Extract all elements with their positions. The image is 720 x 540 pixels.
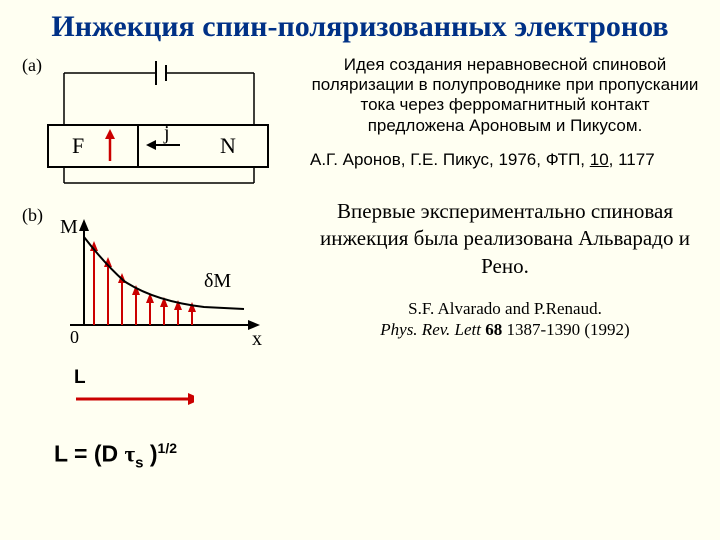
diagram-a-F: F xyxy=(72,133,84,158)
formula-L: L = (D xyxy=(54,440,125,466)
diagram-a-label: (a) xyxy=(22,55,42,76)
l-label: L xyxy=(74,367,300,389)
l-length-block: L xyxy=(20,367,300,416)
diagram-b-xlabel: x xyxy=(252,328,262,350)
diagram-b-ylabel: M xyxy=(60,216,78,238)
formula: L = (D τs )1/2 xyxy=(20,440,300,471)
content-row: (a) F N xyxy=(0,51,720,471)
diagram-b: (b) M x 0 δM xyxy=(20,205,300,365)
formula-exp: 1/2 xyxy=(158,440,177,456)
ref2-vol: 68 xyxy=(485,320,502,339)
diagram-b-label: (b) xyxy=(22,205,43,226)
formula-close: ) xyxy=(143,440,157,466)
diagram-b-svg: M x 0 δM xyxy=(20,205,280,365)
diagram-a-svg: F N j xyxy=(20,55,280,205)
diagram-b-origin: 0 xyxy=(70,327,79,347)
diagram-b-arrows xyxy=(90,241,196,325)
diagram-a: (a) F N xyxy=(20,55,300,205)
reference-2: S.F. Alvarado and P.Renaud. Phys. Rev. L… xyxy=(310,298,700,341)
left-column: (a) F N xyxy=(20,51,300,471)
right-column: Идея создания неравновесной спиновой пол… xyxy=(300,51,700,471)
diagram-a-N: N xyxy=(220,133,236,158)
formula-tau: τ xyxy=(125,441,136,466)
ref2-pages: 1387-1390 (1992) xyxy=(502,320,629,339)
ref2-authors: S.F. Alvarado and P.Renaud. xyxy=(408,299,602,318)
reference-1: А.Г. Аронов, Г.Е. Пикус, 1976, ФТП, 10, … xyxy=(310,150,700,170)
diagram-b-delta: δM xyxy=(204,270,231,292)
page-title: Инжекция спин-поляризованных электронов xyxy=(0,0,720,51)
diagram-a-j: j xyxy=(163,122,170,144)
ref2-journal: Phys. Rev. Lett xyxy=(380,320,485,339)
description-2: Впервые экспериментально спиновая инжекц… xyxy=(310,198,700,280)
description-1: Идея создания неравновесной спиновой пол… xyxy=(310,55,700,137)
l-arrow-svg xyxy=(74,391,194,411)
